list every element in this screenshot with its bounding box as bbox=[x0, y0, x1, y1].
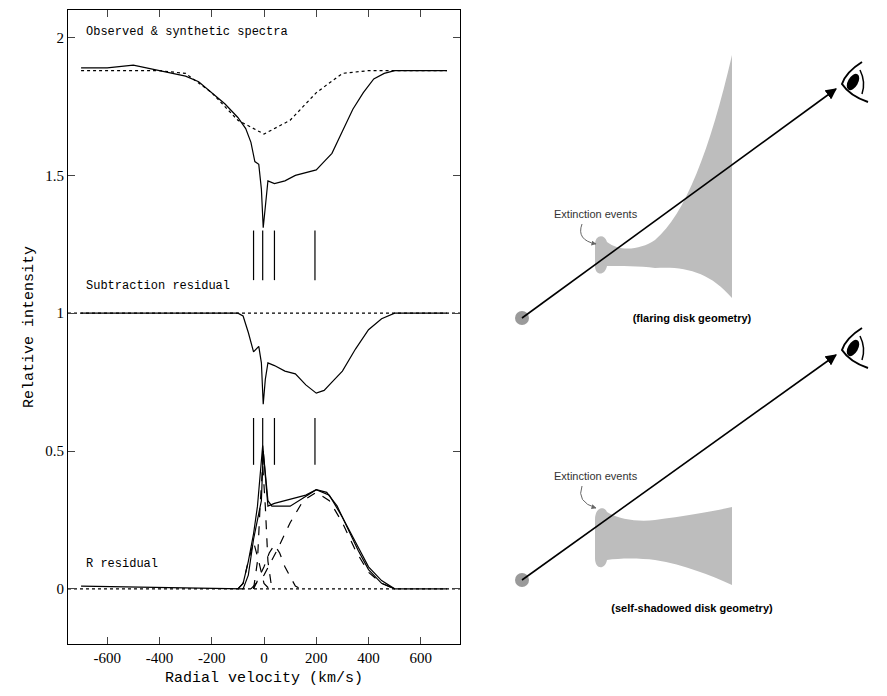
svg-text:(self-shadowed disk geometry): (self-shadowed disk geometry) bbox=[611, 602, 773, 614]
svg-text:Extinction events: Extinction events bbox=[554, 470, 638, 482]
svg-text:0: 0 bbox=[57, 581, 65, 597]
svg-text:(flaring disk geometry): (flaring disk geometry) bbox=[633, 312, 752, 324]
svg-text:2: 2 bbox=[57, 30, 65, 46]
svg-text:1.5: 1.5 bbox=[45, 168, 64, 184]
svg-text:Subtraction residual: Subtraction residual bbox=[86, 279, 230, 293]
svg-text:0.5: 0.5 bbox=[45, 443, 64, 459]
svg-text:400: 400 bbox=[357, 650, 380, 666]
svg-text:-200: -200 bbox=[198, 650, 226, 666]
svg-text:600: 600 bbox=[410, 650, 433, 666]
svg-text:-600: -600 bbox=[93, 650, 121, 666]
svg-text:Observed & synthetic spectra: Observed & synthetic spectra bbox=[86, 25, 288, 39]
svg-text:R residual: R residual bbox=[86, 557, 158, 571]
svg-text:Relative intensity: Relative intensity bbox=[21, 246, 38, 408]
svg-text:200: 200 bbox=[305, 650, 328, 666]
svg-text:1: 1 bbox=[57, 305, 65, 321]
svg-text:Radial velocity (km/s): Radial velocity (km/s) bbox=[165, 670, 363, 687]
svg-text:0: 0 bbox=[260, 650, 268, 666]
svg-text:-400: -400 bbox=[146, 650, 174, 666]
svg-text:Extinction events: Extinction events bbox=[554, 208, 638, 220]
